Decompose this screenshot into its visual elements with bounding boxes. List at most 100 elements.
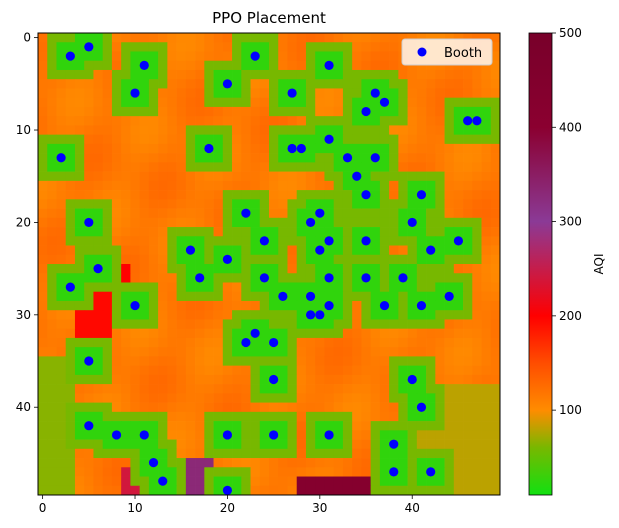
booth-point bbox=[379, 300, 390, 311]
heatmap-cell bbox=[232, 171, 242, 182]
heatmap-cell bbox=[490, 282, 501, 293]
heatmap-cell bbox=[324, 180, 335, 191]
heatmap-cell bbox=[47, 411, 57, 422]
heatmap-cell bbox=[130, 51, 140, 62]
heatmap-cell bbox=[305, 476, 316, 487]
heatmap-cell bbox=[407, 60, 418, 71]
heatmap-cell bbox=[305, 430, 316, 440]
heatmap-cell bbox=[241, 347, 251, 357]
heatmap-cell bbox=[84, 439, 94, 450]
heatmap-cell bbox=[333, 208, 344, 219]
heatmap-cell bbox=[444, 448, 455, 459]
heatmap-cell bbox=[47, 273, 57, 283]
heatmap-cell bbox=[250, 393, 261, 403]
heatmap-cell bbox=[213, 356, 224, 366]
heatmap-cell bbox=[148, 97, 159, 108]
heatmap-cell bbox=[481, 143, 492, 154]
heatmap-cell bbox=[407, 33, 418, 43]
heatmap-cell bbox=[379, 328, 390, 339]
heatmap-cell bbox=[38, 310, 48, 320]
heatmap-cell bbox=[38, 411, 48, 422]
heatmap-cell bbox=[296, 125, 307, 135]
heatmap-cell bbox=[56, 393, 67, 403]
booth-point bbox=[370, 88, 380, 98]
heatmap-cell bbox=[287, 430, 298, 440]
heatmap-cell bbox=[158, 365, 168, 376]
heatmap-cell bbox=[269, 51, 279, 62]
heatmap-cell bbox=[84, 393, 94, 403]
heatmap-cell bbox=[185, 254, 196, 265]
heatmap-cell bbox=[444, 125, 455, 135]
heatmap-cell bbox=[176, 199, 187, 209]
heatmap-cell bbox=[232, 467, 242, 477]
heatmap-cell bbox=[158, 384, 168, 394]
heatmap-cell bbox=[167, 467, 177, 477]
heatmap-cell bbox=[158, 153, 168, 163]
heatmap-cell bbox=[296, 273, 307, 283]
heatmap-cell bbox=[324, 143, 335, 154]
heatmap-cell bbox=[426, 273, 436, 283]
heatmap-cell bbox=[426, 134, 436, 145]
heatmap-cell bbox=[407, 190, 418, 200]
heatmap-cell bbox=[47, 180, 57, 191]
heatmap-cell bbox=[444, 485, 455, 496]
heatmap-cell bbox=[444, 347, 455, 357]
legend[interactable]: Booth bbox=[401, 38, 493, 66]
heatmap-cell bbox=[102, 448, 113, 459]
heatmap-cell bbox=[342, 273, 353, 283]
heatmap-cell bbox=[102, 254, 113, 265]
heatmap-cell bbox=[148, 356, 159, 366]
heatmap-cell bbox=[185, 467, 196, 477]
heatmap-cell bbox=[102, 282, 113, 293]
heatmap-cell bbox=[333, 171, 344, 182]
heatmap-cell bbox=[333, 430, 344, 440]
heatmap-cell bbox=[38, 347, 48, 357]
heatmap-cell bbox=[269, 439, 279, 450]
heatmap-cell bbox=[102, 69, 113, 80]
heatmap-cell bbox=[167, 264, 177, 274]
heatmap-cell bbox=[324, 153, 335, 163]
heatmap-cell bbox=[453, 310, 464, 320]
heatmap-cell bbox=[56, 42, 67, 52]
heatmap-cell bbox=[287, 97, 298, 108]
heatmap-cell bbox=[269, 60, 279, 71]
booth-point bbox=[305, 217, 316, 228]
heatmap-cell bbox=[148, 51, 159, 62]
heatmap-cell bbox=[65, 199, 76, 209]
heatmap-cell bbox=[324, 79, 335, 89]
heatmap-cell bbox=[139, 97, 150, 108]
heatmap-cell bbox=[232, 42, 242, 52]
heatmap-cell bbox=[232, 125, 242, 135]
heatmap-cell bbox=[416, 143, 427, 154]
heatmap-cell bbox=[324, 51, 335, 62]
heatmap-cell bbox=[287, 402, 298, 413]
heatmap-cell bbox=[250, 291, 261, 302]
heatmap-cell bbox=[47, 79, 57, 89]
heatmap-cell bbox=[444, 97, 455, 108]
heatmap-cell bbox=[121, 153, 131, 163]
heatmap-cell bbox=[102, 227, 113, 237]
heatmap-cell bbox=[426, 125, 436, 135]
heatmap-cell bbox=[305, 273, 316, 283]
heatmap-cell bbox=[444, 319, 455, 330]
heatmap-cell bbox=[121, 319, 131, 330]
heatmap-cell bbox=[121, 217, 131, 228]
heatmap-cell bbox=[148, 245, 159, 256]
heatmap-cell bbox=[222, 365, 233, 376]
heatmap-cell bbox=[213, 430, 224, 440]
heatmap-cell bbox=[213, 143, 224, 154]
heatmap-cell bbox=[435, 116, 445, 126]
heatmap-cell bbox=[204, 384, 214, 394]
heatmap-cell bbox=[490, 153, 501, 163]
heatmap-cell bbox=[426, 458, 436, 468]
heatmap-cell bbox=[333, 411, 344, 422]
heatmap-cell bbox=[121, 180, 131, 191]
heatmap-cell bbox=[74, 125, 85, 135]
heatmap-cell bbox=[232, 476, 242, 487]
heatmap-cell bbox=[250, 42, 261, 52]
heatmap-cell bbox=[324, 97, 335, 108]
heatmap-cell bbox=[361, 384, 371, 394]
heatmap-cell bbox=[269, 328, 279, 339]
heatmap-cell bbox=[47, 88, 57, 99]
